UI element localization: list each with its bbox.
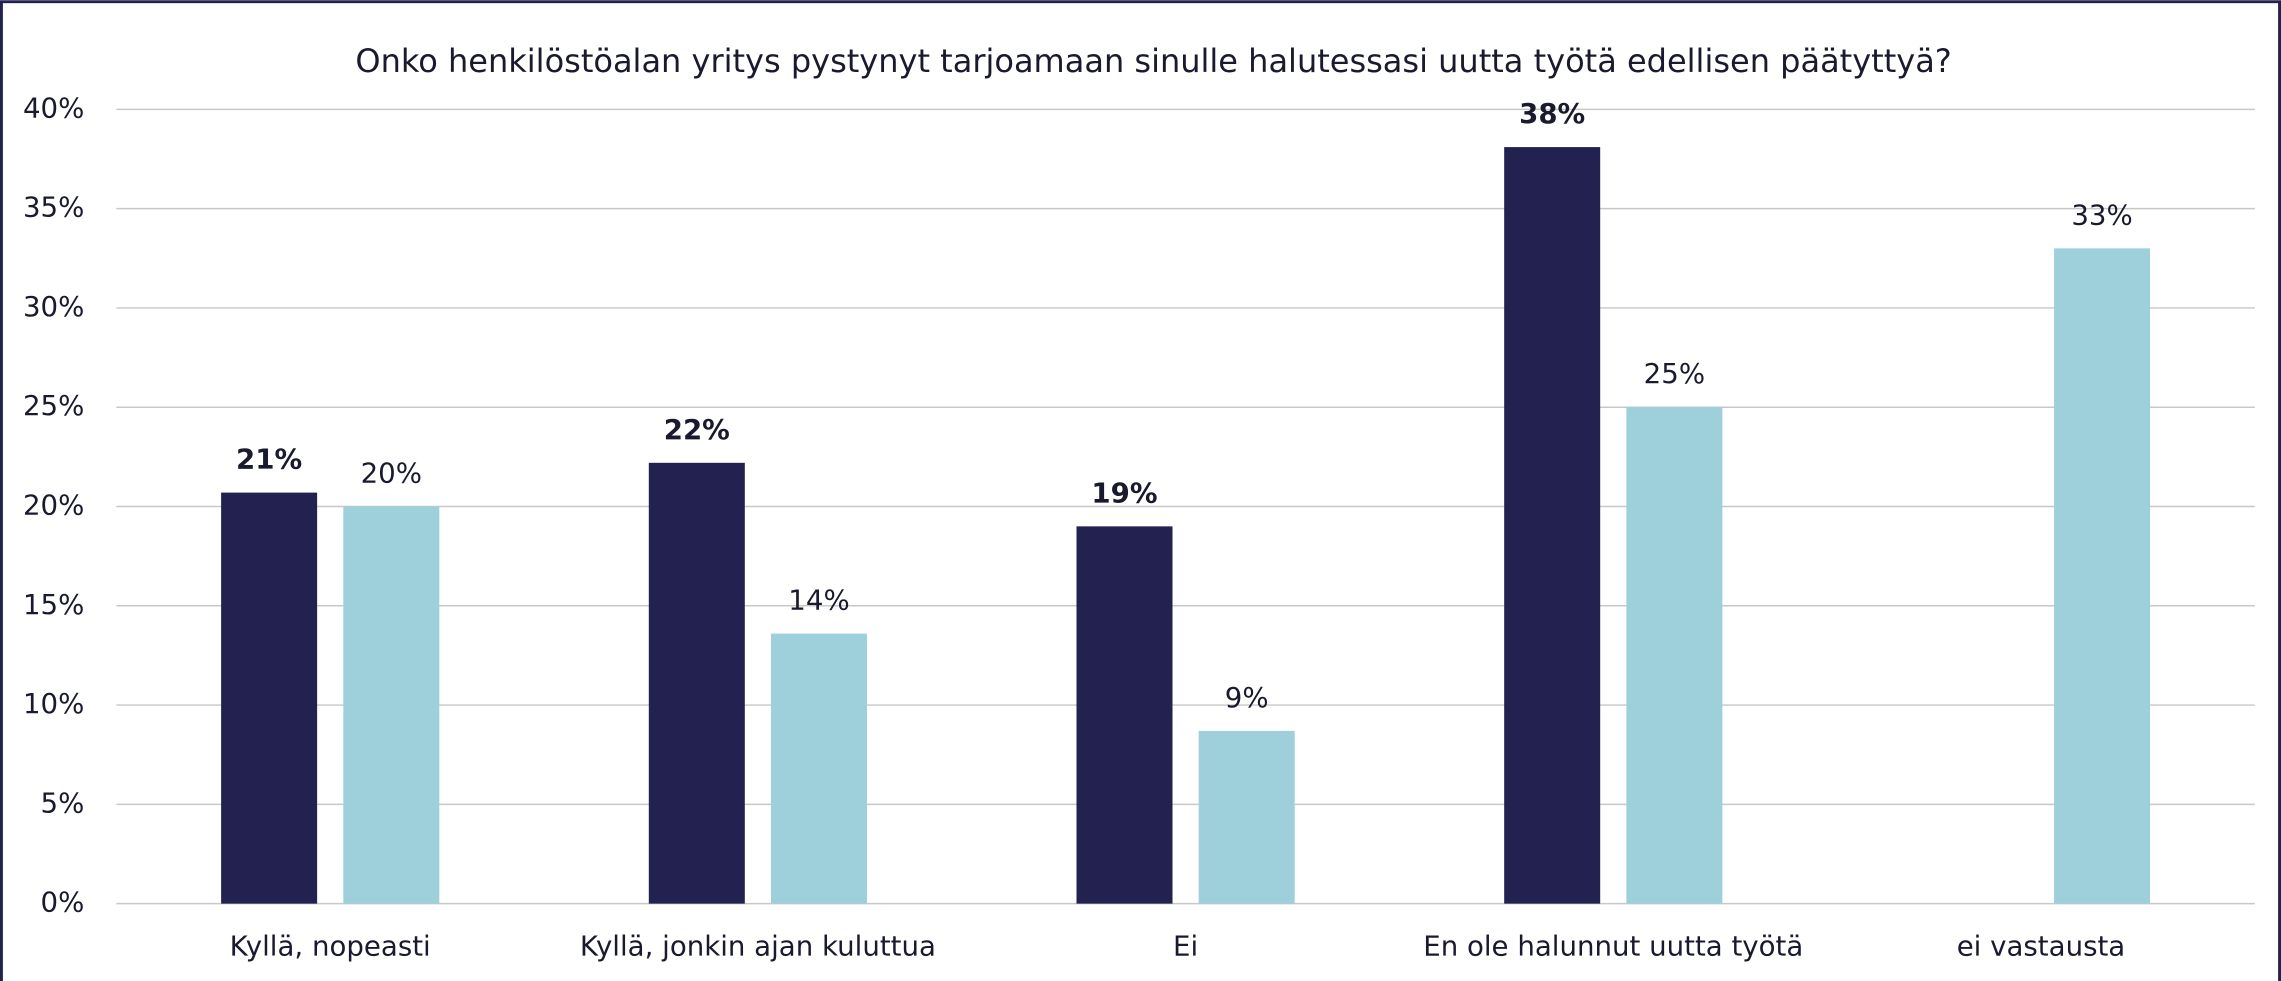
data-label: 14% (788, 584, 849, 617)
bar (1626, 407, 1723, 904)
bar (1198, 730, 1295, 904)
data-label: 9% (1225, 681, 1269, 714)
bar (2054, 248, 2151, 904)
x-tick-label: En ole halunnut uutta työtä (1423, 929, 1803, 962)
y-tick-label: 35% (23, 191, 84, 224)
chart-title: Onko henkilöstöalan yritys pystynyt tarj… (355, 42, 1951, 80)
y-tick-label: 15% (23, 588, 84, 621)
bar (1076, 526, 1173, 904)
x-tick-label: Kyllä, nopeasti (230, 929, 431, 962)
x-tick-label: Ei (1173, 929, 1198, 962)
y-tick-label: 20% (23, 489, 84, 522)
data-label: 22% (664, 413, 730, 446)
data-label: 21% (236, 443, 302, 476)
y-tick-label: 40% (23, 91, 84, 124)
bar (1504, 147, 1601, 904)
bar (648, 462, 745, 904)
y-tick-label: 10% (23, 687, 84, 720)
y-tick-label: 25% (23, 389, 84, 422)
data-label: 33% (2071, 198, 2132, 231)
bar (343, 506, 440, 904)
y-tick-label: 0% (41, 886, 85, 919)
data-label: 25% (1644, 357, 1705, 390)
y-tick-label: 5% (41, 786, 85, 819)
data-label: 38% (1519, 97, 1585, 130)
x-tick-label: ei vastausta (1957, 929, 2126, 962)
x-tick-label: Kyllä, jonkin ajan kuluttua (580, 929, 936, 962)
bar (771, 633, 868, 904)
y-tick-label: 30% (23, 290, 84, 323)
data-label: 19% (1091, 476, 1157, 509)
bar (221, 492, 318, 904)
data-label: 20% (361, 456, 422, 489)
